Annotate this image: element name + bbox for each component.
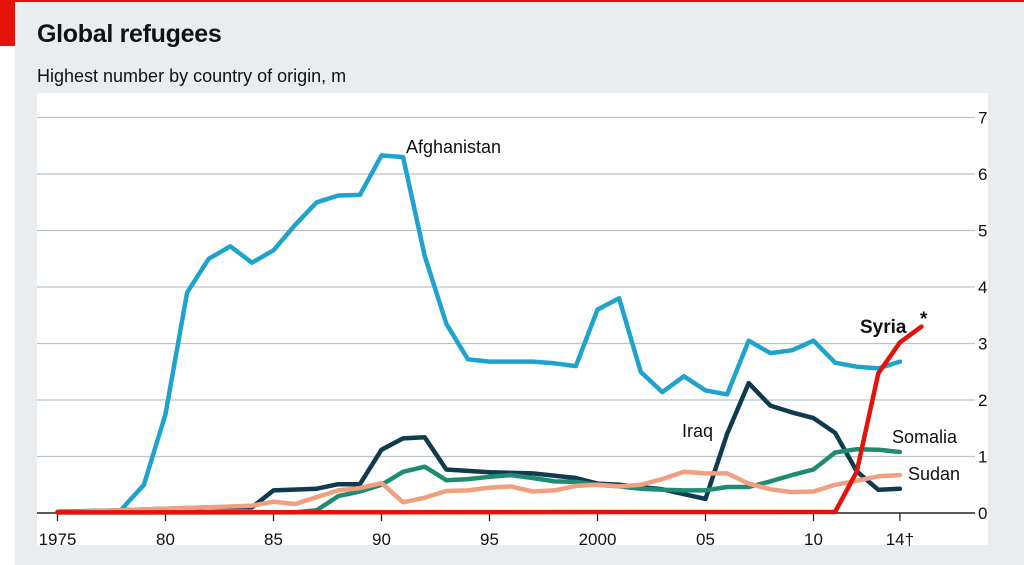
brand-red-tab xyxy=(0,0,15,46)
series-label-sudan: Sudan xyxy=(908,464,960,484)
x-tick-label: 80 xyxy=(156,530,175,549)
y-tick-label: 2 xyxy=(978,391,987,410)
x-tick-label: 90 xyxy=(372,530,391,549)
x-tick-label: 10 xyxy=(804,530,823,549)
x-tick-label: 95 xyxy=(480,530,499,549)
y-tick-label: 4 xyxy=(978,278,987,297)
series-line-syria xyxy=(55,324,924,515)
chart-title: Global refugees xyxy=(37,20,222,48)
series-label-somalia: Somalia xyxy=(892,427,958,447)
y-tick-label: 5 xyxy=(978,222,987,241)
x-tick-label: 14† xyxy=(886,530,914,549)
y-tick-label: 7 xyxy=(978,109,987,128)
x-tick-label: 05 xyxy=(696,530,715,549)
x-tick-label: 2000 xyxy=(579,530,617,549)
series-line-iraq xyxy=(55,380,903,515)
y-tick-label: 0 xyxy=(978,504,987,523)
top-red-rule xyxy=(0,0,1024,2)
plot-area xyxy=(37,93,988,545)
x-tick-label: 1975 xyxy=(39,530,77,549)
chart-subtitle: Highest number by country of origin, m xyxy=(37,66,347,86)
y-tick-label: 6 xyxy=(978,165,987,184)
y-tick-label: 1 xyxy=(978,448,987,467)
x-tick-label: 85 xyxy=(264,530,283,549)
series-label-afghanistan: Afghanistan xyxy=(406,137,501,157)
series-line-afghanistan xyxy=(120,153,903,511)
series-label-syria: Syria xyxy=(860,317,907,338)
y-tick-label: 3 xyxy=(978,335,987,354)
series-line-sudan xyxy=(55,469,903,515)
series-label-iraq: Iraq xyxy=(682,421,713,441)
syria-footnote-marker: * xyxy=(920,309,928,330)
